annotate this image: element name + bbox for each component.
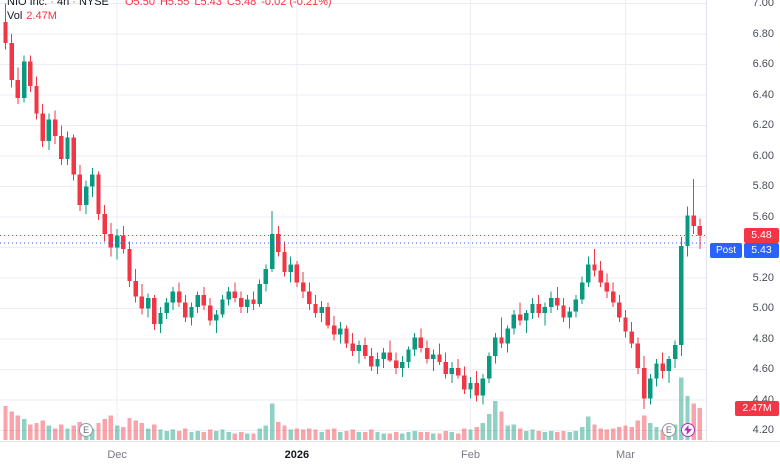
interval-label[interactable]: 4h: [57, 0, 70, 8]
candlestick-chart-canvas[interactable]: [0, 0, 706, 441]
volume-value: 2.47M: [26, 10, 57, 22]
legend-separator: ·: [50, 0, 55, 8]
price-tick-4.60: 4.60: [752, 363, 774, 375]
chart-legend: NIO Inc. · 4h · NYSE O5.50 H5.55 L5.43 C5.48 -0.…: [7, 0, 332, 23]
volume-label: Vol: [7, 10, 23, 22]
time-axis-label-2026: 2026: [284, 449, 310, 461]
high-value: 5.55: [167, 0, 190, 8]
price-tick-6.20: 6.20: [752, 119, 774, 131]
symbol-name[interactable]: NIO Inc.: [7, 0, 48, 8]
legend-volume-row: Vol 2.47M: [7, 10, 332, 23]
price-tick-6.60: 6.60: [752, 58, 774, 70]
price-tick-6.80: 6.80: [752, 27, 774, 40]
low-label: L: [194, 0, 201, 8]
time-axis-label-Feb: Feb: [461, 449, 480, 461]
close-value: 5.48: [234, 0, 257, 8]
price-tick-5.60: 5.60: [752, 210, 774, 223]
price-tick-4.80: 4.80: [752, 332, 774, 345]
price-tick-5.00: 5.00: [752, 302, 774, 314]
price-scale[interactable]: 5.48 Post 5.43 2.47M 7.00 6.80 6.60 6.40 6.2…: [706, 0, 780, 441]
time-axis-label-Mar: Mar: [616, 449, 635, 461]
open-value: 5.50: [133, 0, 155, 8]
low-value: 5.43: [200, 0, 222, 8]
volume-badge: 2.47M: [735, 401, 779, 416]
price-tick-5.20: 5.20: [752, 271, 774, 284]
legend-symbol-row: NIO Inc. · 4h · NYSE O5.50 H5.55 L5.43 C5.48 -0.…: [7, 0, 332, 9]
change-value: -0.02 (-0.21%): [261, 0, 332, 8]
earnings-marker[interactable]: E: [661, 423, 676, 437]
time-axis[interactable]: Dec 2026 Feb Mar: [0, 441, 780, 470]
price-tick-7.00: 7.00: [752, 0, 774, 9]
earnings-marker[interactable]: E: [79, 423, 94, 437]
price-tick-4.20: 4.20: [752, 424, 774, 436]
earnings-letter-icon: E: [83, 425, 90, 435]
exchange-label: NYSE: [78, 0, 109, 8]
high-label: H: [159, 0, 168, 8]
post-market-price-badge: 5.43: [744, 243, 779, 258]
open-label: O: [124, 0, 134, 8]
close-label: C: [226, 0, 235, 8]
price-tick-5.80: 5.80: [752, 180, 774, 192]
time-axis-label-Dec: Dec: [107, 449, 127, 461]
flash-event-marker[interactable]: [680, 423, 695, 437]
earnings-letter-icon: E: [665, 425, 672, 435]
price-tick-6.40: 6.40: [752, 88, 774, 101]
lightning-icon: [683, 425, 692, 435]
price-tick-6.00: 6.00: [752, 149, 774, 162]
legend-separator: ·: [72, 0, 76, 8]
last-price-badge: 5.48: [744, 228, 779, 243]
post-market-tag: Post: [710, 243, 742, 258]
